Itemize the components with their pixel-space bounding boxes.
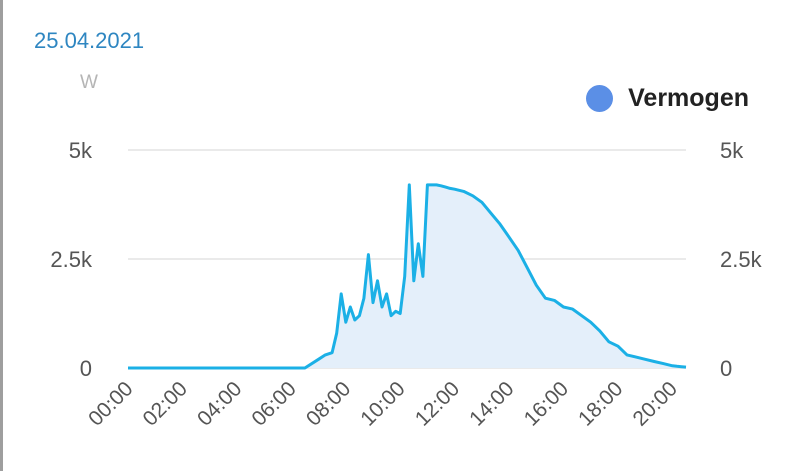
y-tick-label-left: 5k [69,138,93,163]
y-tick-label-right: 5k [720,138,744,163]
y-axis-ticks: 0 0 2.5k 2.5k 5k 5k [50,138,762,381]
y-axis-unit: W [80,72,98,93]
x-tick-label: 08:00 [302,377,355,430]
power-line [128,183,687,370]
chart-legend[interactable]: Vermogen [586,84,749,113]
legend-label: Vermogen [628,84,749,112]
power-area [128,184,686,368]
x-tick-label: 00:00 [84,377,137,430]
x-axis-ticks: 00:00 02:00 04:00 06:00 08:00 10:00 12:00 14:00… [84,377,682,430]
y-tick-label-left: 0 [80,356,92,381]
y-tick-label-right: 0 [720,356,732,381]
x-tick-label: 04:00 [193,377,246,430]
window-edge [0,0,3,471]
x-tick-label: 16:00 [520,377,573,430]
x-tick-label: 10:00 [356,377,409,430]
y-tick-label-right: 2.5k [720,247,763,272]
x-tick-label: 02:00 [139,377,192,430]
x-tick-label: 18:00 [574,377,627,430]
x-tick-label: 12:00 [411,377,464,430]
x-tick-label: 20:00 [628,377,681,430]
y-tick-label-left: 2.5k [50,247,93,272]
x-tick-label: 14:00 [465,377,518,430]
chart-date: 25.04.2021 [34,28,145,53]
legend-marker [586,85,614,112]
x-tick-label: 06:00 [247,377,300,430]
